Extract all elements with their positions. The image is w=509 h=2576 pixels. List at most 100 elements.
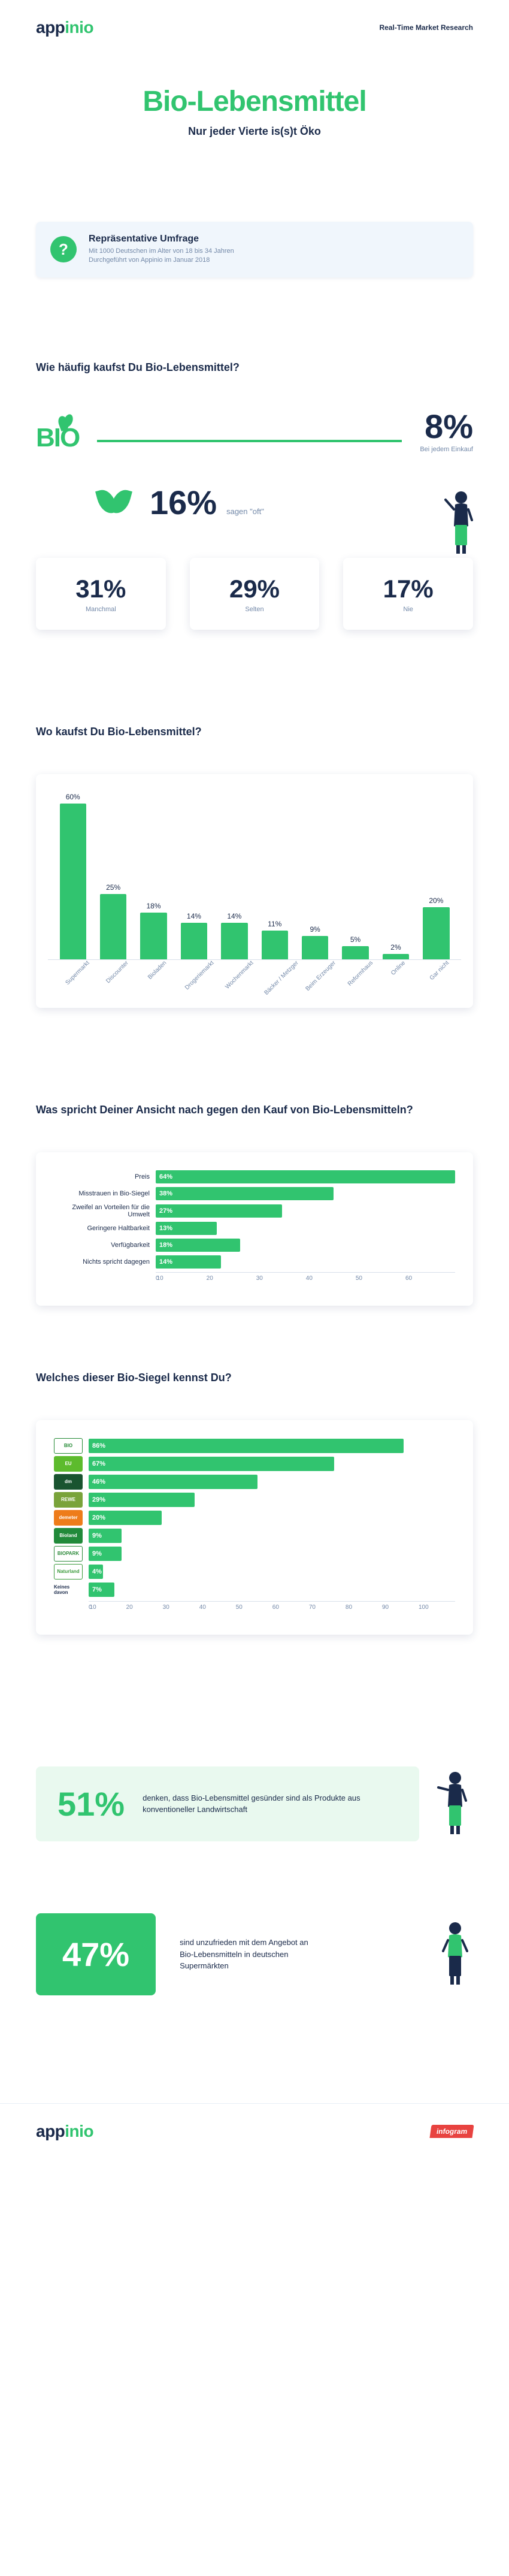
axis-tick: 20: [126, 1604, 163, 1611]
axis-tick: 40: [199, 1604, 236, 1611]
q1-mid-label: sagen "oft": [226, 507, 264, 516]
survey-line2: Durchgeführt von Appinio im Januar 2018: [89, 256, 234, 265]
axis-tick: 60: [272, 1604, 309, 1611]
bar: [181, 923, 207, 959]
q1-cards: 31% Manchmal 29% Selten 17% Nie: [36, 558, 473, 630]
hbar: 14%: [156, 1255, 221, 1269]
quote-2: 47% sind unzufrieden mit dem Angebot an …: [36, 1913, 473, 1995]
siegel-row: dm 46%: [54, 1474, 455, 1490]
bar-value: 5%: [350, 935, 360, 944]
hbar-label: Nichts spricht dagegen: [54, 1258, 156, 1266]
stat-value: 31%: [43, 575, 159, 603]
q1-row-mid: 16% sagen "oft": [96, 483, 473, 522]
axis-tick: 10: [157, 1275, 207, 1282]
bar-label: Discounter: [105, 959, 130, 985]
bar-label: Bioladen: [147, 959, 168, 980]
siegel-bar: 9%: [89, 1547, 122, 1561]
bar: [383, 954, 409, 959]
bar-value: 2%: [390, 943, 401, 952]
stat-value: 29%: [197, 575, 313, 603]
siegel-logo: Keines davon: [54, 1582, 83, 1597]
siegel-row: EU 67%: [54, 1456, 455, 1472]
main-title: Bio-Lebensmittel: [36, 85, 473, 118]
siegel-value: 9%: [92, 1550, 102, 1557]
hbar-value: 13%: [159, 1225, 172, 1232]
axis-tick: 50: [356, 1275, 405, 1282]
hbar: 18%: [156, 1239, 240, 1252]
leaves-icon: [96, 484, 132, 520]
q1-title: Wie häufig kaufst Du Bio-Lebensmittel?: [36, 361, 473, 374]
bar-label: Reformhaus: [346, 959, 374, 987]
logo: appinio: [36, 18, 93, 37]
bar-column: 14% Wochenmarkt: [216, 912, 253, 959]
axis-tick: 30: [256, 1275, 306, 1282]
siegel-bar: 9%: [89, 1529, 122, 1543]
hbar-label: Zweifel an Vorteilen für die Umwelt: [54, 1204, 156, 1218]
q1-top-label: Bei jedem Einkauf: [420, 446, 473, 453]
stat-card: 31% Manchmal: [36, 558, 166, 630]
bar-column: 14% Drogeriemarkt: [175, 912, 213, 959]
siegel-logo: REWE: [54, 1492, 83, 1508]
bar-label: Online: [390, 959, 407, 976]
survey-line1: Mit 1000 Deutschen im Alter von 18 bis 3…: [89, 247, 234, 256]
hbar-label: Preis: [54, 1173, 156, 1180]
stat-label: Nie: [350, 606, 466, 613]
footer-logo: appinio: [36, 2122, 93, 2141]
logo-text-b: inio: [65, 18, 93, 37]
siegel-logo: EU: [54, 1456, 83, 1472]
hbar-value: 18%: [159, 1242, 172, 1249]
bar-label: Wochenmarkt: [225, 959, 255, 990]
title-block: Bio-Lebensmittel Nur jeder Vierte is(s)t…: [36, 85, 473, 138]
siegel-bar: 29%: [89, 1493, 195, 1507]
bar-value: 14%: [227, 912, 241, 920]
quote1-pct: 51%: [57, 1784, 125, 1823]
hbar-label: Geringere Haltbarkeit: [54, 1225, 156, 1232]
siegel-logo: BIOPARK: [54, 1546, 83, 1562]
bar: [342, 946, 368, 959]
q2-title: Wo kaufst Du Bio-Lebensmittel?: [36, 726, 473, 738]
bar-label: Drogeriemarkt: [184, 959, 216, 991]
bar-column: 5% Reformhaus: [337, 935, 374, 959]
subtitle: Nur jeder Vierte is(s)t Öko: [36, 125, 473, 138]
bar-column: 2% Online: [377, 943, 414, 959]
hbar-label: Misstrauen in Bio-Siegel: [54, 1190, 156, 1197]
hbar-label: Verfügbarkeit: [54, 1242, 156, 1249]
siegel-value: 20%: [92, 1514, 105, 1521]
hbar: 13%: [156, 1222, 217, 1235]
bar: [221, 923, 247, 959]
siegel-logo: demeter: [54, 1510, 83, 1526]
bar-column: 20% Gar nicht: [417, 896, 455, 959]
bar-label: Gar nicht: [429, 959, 450, 981]
bar-value: 18%: [147, 902, 161, 910]
siegel-bar: 20%: [89, 1511, 162, 1525]
siegel-value: 9%: [92, 1532, 102, 1539]
siegel-row: BIOPARK 9%: [54, 1546, 455, 1562]
bar-label: Supermarkt: [64, 959, 90, 986]
q1-top-pct: 8%: [420, 410, 473, 443]
infogram-badge[interactable]: infogram: [429, 2125, 474, 2138]
hbar: 64%: [156, 1170, 455, 1183]
bar-label: Bäcker / Metzger: [263, 959, 299, 996]
stat-label: Manchmal: [43, 606, 159, 613]
q1-mid-pct: 16%: [150, 483, 217, 522]
siegel-value: 4%: [92, 1568, 102, 1575]
quote1-text: denken, dass Bio-Lebensmittel gesünder s…: [143, 1792, 398, 1816]
bar-column: 25% Discounter: [94, 883, 132, 959]
bar: [140, 913, 166, 959]
siegel-bar: 67%: [89, 1457, 334, 1471]
bar: [302, 936, 328, 959]
bar-value: 25%: [106, 883, 120, 892]
siegel-logo: Naturland: [54, 1564, 83, 1580]
bar-column: 11% Bäcker / Metzger: [256, 920, 293, 959]
siegel-bar: 7%: [89, 1583, 114, 1597]
header: appinio Real-Time Market Research: [0, 0, 509, 49]
person-illustration: [437, 1769, 473, 1838]
siegel-value: 46%: [92, 1478, 105, 1485]
stat-card: 17% Nie: [343, 558, 473, 630]
bar-value: 60%: [66, 793, 80, 801]
bio-logo: BIO: [36, 423, 79, 453]
q1-row-top: BIO 8% Bei jedem Einkauf: [36, 410, 473, 453]
axis-tick: 90: [382, 1604, 419, 1611]
hbar-row: Misstrauen in Bio-Siegel 38%: [54, 1187, 455, 1200]
q3-chart: Preis 64% Misstrauen in Bio-Siegel 38% Z…: [36, 1152, 473, 1306]
